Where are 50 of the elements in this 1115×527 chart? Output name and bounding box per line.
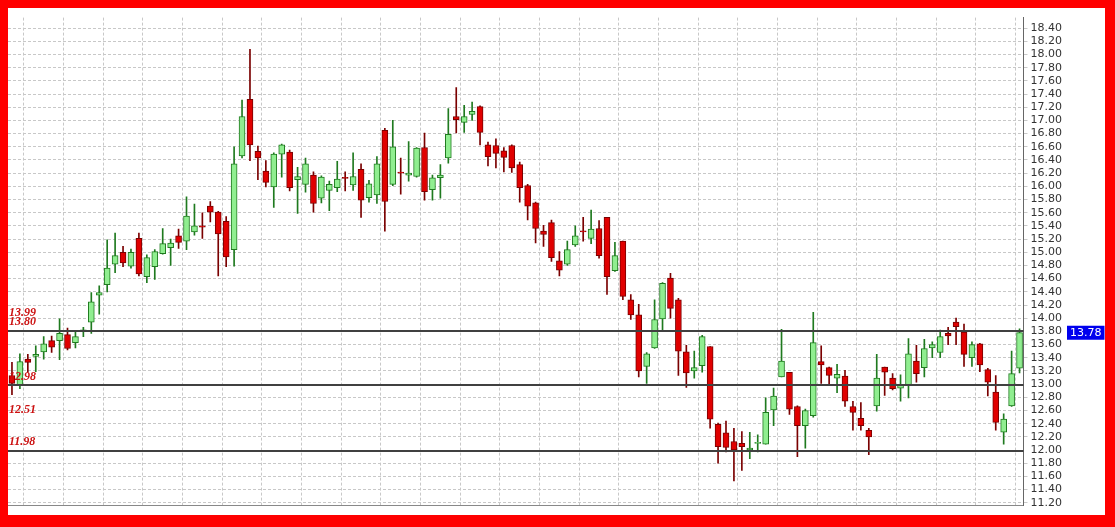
candlestick — [833, 364, 841, 394]
y-tick-label: 14.40 — [1030, 284, 1063, 298]
candlestick — [817, 345, 825, 384]
y-tick-label: 15.00 — [1030, 245, 1063, 259]
y-tick-label: 18.40 — [1030, 21, 1063, 35]
y-tick-label: 14.00 — [1030, 311, 1063, 325]
y-tick-label: 12.20 — [1030, 429, 1063, 443]
y-tick-label: 16.80 — [1030, 126, 1063, 140]
y-tick-label: 15.80 — [1030, 192, 1063, 206]
y-tick-label: 13.00 — [1030, 376, 1063, 390]
y-tick-label: 14.20 — [1030, 297, 1063, 311]
y-tick-label: 11.20 — [1030, 495, 1063, 509]
text: 13.78 — [1070, 325, 1102, 339]
y-tick-label: 15.40 — [1030, 218, 1063, 232]
y-tick-label: 12.40 — [1030, 416, 1063, 430]
y-tick-label: 12.00 — [1030, 442, 1063, 456]
y-tick-label: 17.00 — [1030, 113, 1063, 127]
y-tick-label: 14.60 — [1030, 271, 1063, 285]
y-tick-label: 16.00 — [1030, 179, 1063, 193]
y-tick-label: 17.60 — [1030, 73, 1063, 87]
y-tick-label: 11.60 — [1030, 469, 1063, 483]
candlestick — [690, 350, 698, 379]
candlestick — [452, 87, 460, 134]
y-tick-label: 11.80 — [1030, 456, 1063, 470]
y-tick-label: 17.40 — [1030, 86, 1063, 100]
y-tick-label: 18.00 — [1030, 47, 1063, 61]
y-tick-label: 13.80 — [1030, 324, 1063, 338]
y-tick-label: 15.20 — [1030, 231, 1063, 245]
ref-line-label: 11.98 — [9, 434, 36, 449]
y-tick-label: 18.20 — [1030, 34, 1063, 48]
y-tick-label: 15.60 — [1030, 205, 1063, 219]
candlestick — [397, 157, 405, 195]
candlestick — [849, 400, 857, 431]
y-tick-label: 13.60 — [1030, 337, 1063, 351]
y-tick-label: 16.20 — [1030, 166, 1063, 180]
y-tick-label: 17.20 — [1030, 100, 1063, 114]
y-tick-label: 12.60 — [1030, 403, 1063, 417]
y-tick-label: 13.20 — [1030, 363, 1063, 377]
y-tick-label: 17.80 — [1030, 60, 1063, 74]
y-tick-label: 16.60 — [1030, 139, 1063, 153]
candlestick — [32, 345, 40, 372]
y-tick-label: 11.40 — [1030, 482, 1063, 496]
candlestick — [325, 180, 333, 212]
candlestick — [460, 104, 468, 133]
annotation: 12.51 — [9, 401, 36, 416]
y-tick-label: 13.40 — [1030, 350, 1063, 364]
y-tick-label: 14.80 — [1030, 258, 1063, 272]
candlestick — [579, 217, 587, 242]
y-tick-label: 12.80 — [1030, 390, 1063, 404]
y-tick-label: 16.40 — [1030, 152, 1063, 166]
